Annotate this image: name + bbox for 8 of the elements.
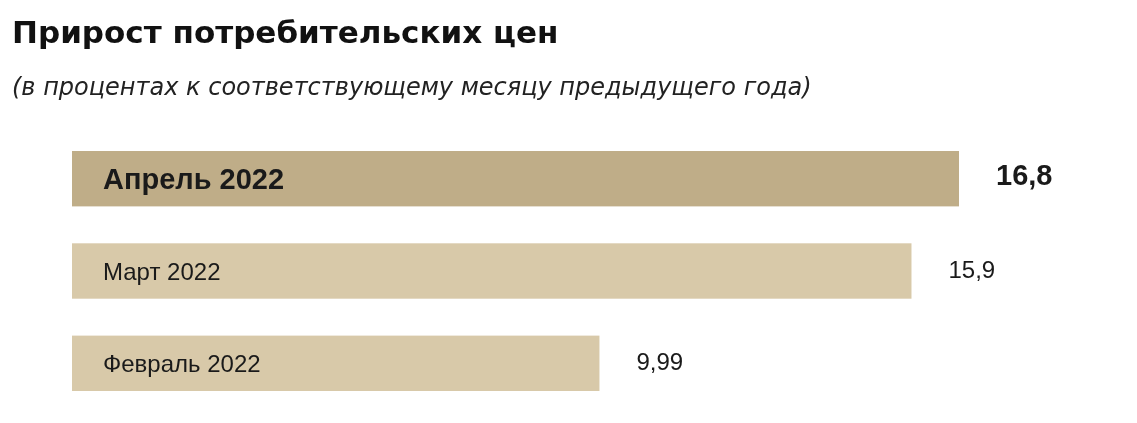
data-label: 16,8 [996,158,1053,191]
y-tick-label: Февраль 2022 [103,349,261,377]
data-label: 15,9 [948,255,996,283]
chart-subtitle: (в процентах к соответствующему месяцу предыдущего года) [12,73,812,101]
y-tick-label: Апрель 2022 [103,162,285,195]
y-tick-label: Март 2022 [103,257,221,285]
chart-title: Прирост потребительских цен [12,14,559,50]
data-label: 9,99 [636,347,684,375]
